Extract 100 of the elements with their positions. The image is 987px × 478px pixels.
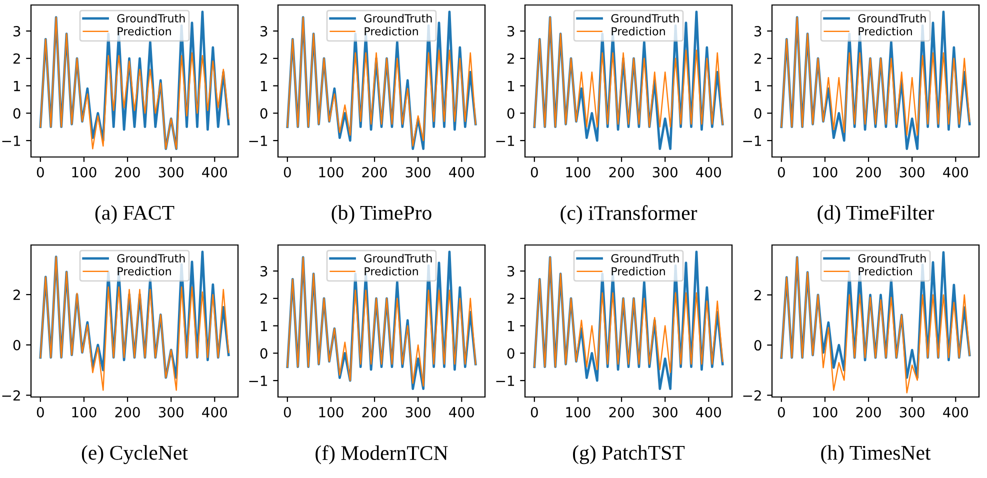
x-tick-label: 100 (566, 166, 590, 178)
y-tick-label: 3 (14, 26, 20, 36)
x-tick-label: 400 (696, 406, 721, 418)
y-tick-label: 3 (508, 266, 514, 276)
y-tick-label: 1 (754, 80, 761, 92)
legend-label: Prediction (364, 266, 418, 276)
x-tick-label: 300 (406, 166, 430, 178)
x-tick-label: 300 (900, 406, 924, 418)
y-tick-label: −2 (743, 390, 761, 401)
legend-label: GroundTruth (858, 254, 926, 262)
legend-label: GroundTruth (611, 254, 679, 262)
legend-label: Prediction (118, 266, 171, 276)
y-tick-label: 3 (260, 266, 268, 276)
x-tick-label: 200 (609, 166, 634, 178)
legend-label: Prediction (364, 26, 418, 36)
y-tick-label: 1 (260, 320, 267, 332)
x-tick-label: 0 (36, 406, 44, 418)
legend-label: Prediction (612, 266, 665, 276)
legend-label: Prediction (118, 26, 171, 36)
x-tick-label: 400 (696, 166, 721, 178)
x-tick-label: 400 (449, 406, 474, 418)
legend-label: GroundTruth (364, 14, 432, 22)
x-tick-label: 300 (652, 406, 678, 418)
x-tick-label: 100 (72, 166, 96, 178)
x-tick-label: 200 (856, 166, 881, 178)
y-tick-label: 2 (260, 293, 267, 304)
y-tick-label: 1 (508, 320, 514, 332)
legend-label: GroundTruth (858, 14, 926, 22)
x-tick-label: 200 (609, 406, 634, 418)
x-axis-title: (e) CycleNet (82, 445, 188, 464)
y-tick-label: 0 (260, 108, 268, 119)
y-tick-label: 0 (260, 348, 268, 359)
x-axis-title: (g) PatchTST (573, 445, 685, 464)
x-tick-label: 200 (856, 406, 881, 418)
line-series (533, 10, 724, 150)
y-tick-label: 0 (13, 108, 20, 119)
line-series (533, 250, 724, 390)
x-axis-title: (f) ModernTCN (316, 445, 448, 464)
x-tick-label: 200 (362, 166, 387, 178)
y-tick-label: 2 (507, 293, 514, 304)
legend-label: GroundTruth (611, 14, 679, 22)
x-tick-label: 400 (943, 406, 968, 418)
x-tick-label: 300 (652, 166, 678, 178)
y-tick-label: 1 (260, 80, 267, 92)
x-tick-label: 0 (284, 166, 291, 178)
x-tick-label: 300 (900, 166, 924, 178)
legend-label: GroundTruth (117, 254, 185, 262)
x-tick-label: 100 (319, 166, 344, 178)
x-axis-title: (b) TimePro (332, 205, 432, 224)
y-tick-label: −2 (2, 390, 20, 401)
legend-label: Prediction (858, 26, 912, 36)
x-tick-label: 300 (158, 406, 184, 418)
y-tick-label: 2 (13, 290, 20, 300)
legend-label: Prediction (858, 266, 912, 276)
y-tick-label: 0 (507, 348, 514, 359)
y-tick-label: 3 (508, 26, 514, 36)
y-tick-label: −1 (249, 376, 267, 386)
y-tick-label: −1 (743, 136, 761, 146)
x-tick-label: 400 (449, 166, 474, 178)
y-tick-label: −1 (2, 136, 20, 146)
legend-label: GroundTruth (117, 14, 185, 22)
x-tick-label: 100 (319, 406, 344, 418)
y-tick-label: −1 (496, 136, 514, 146)
x-tick-label: 400 (943, 166, 968, 178)
x-tick-label: 100 (566, 406, 590, 418)
x-tick-label: 100 (813, 406, 838, 418)
y-tick-label: 0 (754, 108, 762, 119)
x-tick-label: 300 (158, 166, 184, 178)
legend-label: GroundTruth (364, 254, 432, 262)
x-tick-label: 200 (115, 166, 140, 178)
x-tick-label: 0 (530, 166, 538, 178)
x-tick-label: 400 (202, 166, 227, 178)
x-axis-title: (a) FACT (95, 205, 174, 224)
y-tick-label: 2 (507, 53, 514, 64)
y-tick-label: 3 (754, 26, 762, 36)
x-tick-label: 0 (778, 166, 785, 178)
y-tick-label: 2 (13, 53, 20, 64)
y-tick-label: −1 (249, 136, 267, 146)
y-tick-label: 3 (260, 26, 268, 36)
y-tick-label: 2 (754, 53, 761, 64)
x-tick-label: 400 (202, 406, 227, 418)
y-tick-label: 0 (507, 108, 514, 119)
x-tick-label: 0 (284, 406, 291, 418)
legend-label: Prediction (612, 26, 665, 36)
y-tick-label: 1 (14, 80, 20, 92)
x-tick-label: 0 (530, 406, 538, 418)
x-axis-title: (c) iTransformer (560, 205, 698, 224)
x-axis-title: (d) TimeFilter (818, 205, 934, 224)
x-tick-label: 300 (406, 406, 430, 418)
x-tick-label: 100 (72, 406, 96, 418)
x-tick-label: 200 (115, 406, 140, 418)
y-tick-label: −1 (496, 376, 514, 386)
y-tick-label: 2 (260, 53, 267, 64)
x-tick-label: 100 (813, 166, 838, 178)
x-tick-label: 0 (778, 406, 785, 418)
x-tick-label: 0 (36, 166, 44, 178)
y-tick-label: 0 (754, 340, 762, 351)
y-tick-label: 2 (754, 290, 761, 300)
x-tick-label: 200 (362, 406, 387, 418)
y-tick-label: 1 (508, 80, 514, 92)
